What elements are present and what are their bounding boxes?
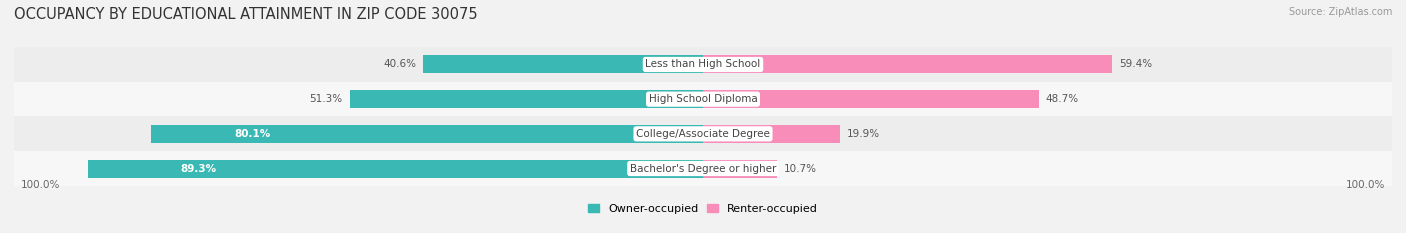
Text: 100.0%: 100.0% [1346, 180, 1385, 190]
Text: College/Associate Degree: College/Associate Degree [636, 129, 770, 139]
Bar [350, 90, 703, 108]
Text: Less than High School: Less than High School [645, 59, 761, 69]
Text: 19.9%: 19.9% [846, 129, 880, 139]
Text: High School Diploma: High School Diploma [648, 94, 758, 104]
Text: 89.3%: 89.3% [180, 164, 217, 174]
Bar [703, 125, 841, 143]
Text: 48.7%: 48.7% [1046, 94, 1078, 104]
Bar [703, 160, 776, 178]
Bar [423, 55, 703, 73]
Bar [703, 90, 1039, 108]
Text: 40.6%: 40.6% [384, 59, 416, 69]
Bar [87, 160, 703, 178]
Text: 80.1%: 80.1% [233, 129, 270, 139]
Text: 10.7%: 10.7% [783, 164, 817, 174]
Text: 51.3%: 51.3% [309, 94, 343, 104]
Bar [14, 82, 1392, 116]
Bar [14, 116, 1392, 151]
Legend: Owner-occupied, Renter-occupied: Owner-occupied, Renter-occupied [583, 199, 823, 218]
Bar [152, 125, 703, 143]
Bar [14, 151, 1392, 186]
Bar [14, 47, 1392, 82]
Bar [703, 55, 1112, 73]
Text: 100.0%: 100.0% [21, 180, 60, 190]
Text: 59.4%: 59.4% [1119, 59, 1153, 69]
Text: Bachelor's Degree or higher: Bachelor's Degree or higher [630, 164, 776, 174]
Text: Source: ZipAtlas.com: Source: ZipAtlas.com [1288, 7, 1392, 17]
Text: OCCUPANCY BY EDUCATIONAL ATTAINMENT IN ZIP CODE 30075: OCCUPANCY BY EDUCATIONAL ATTAINMENT IN Z… [14, 7, 478, 22]
